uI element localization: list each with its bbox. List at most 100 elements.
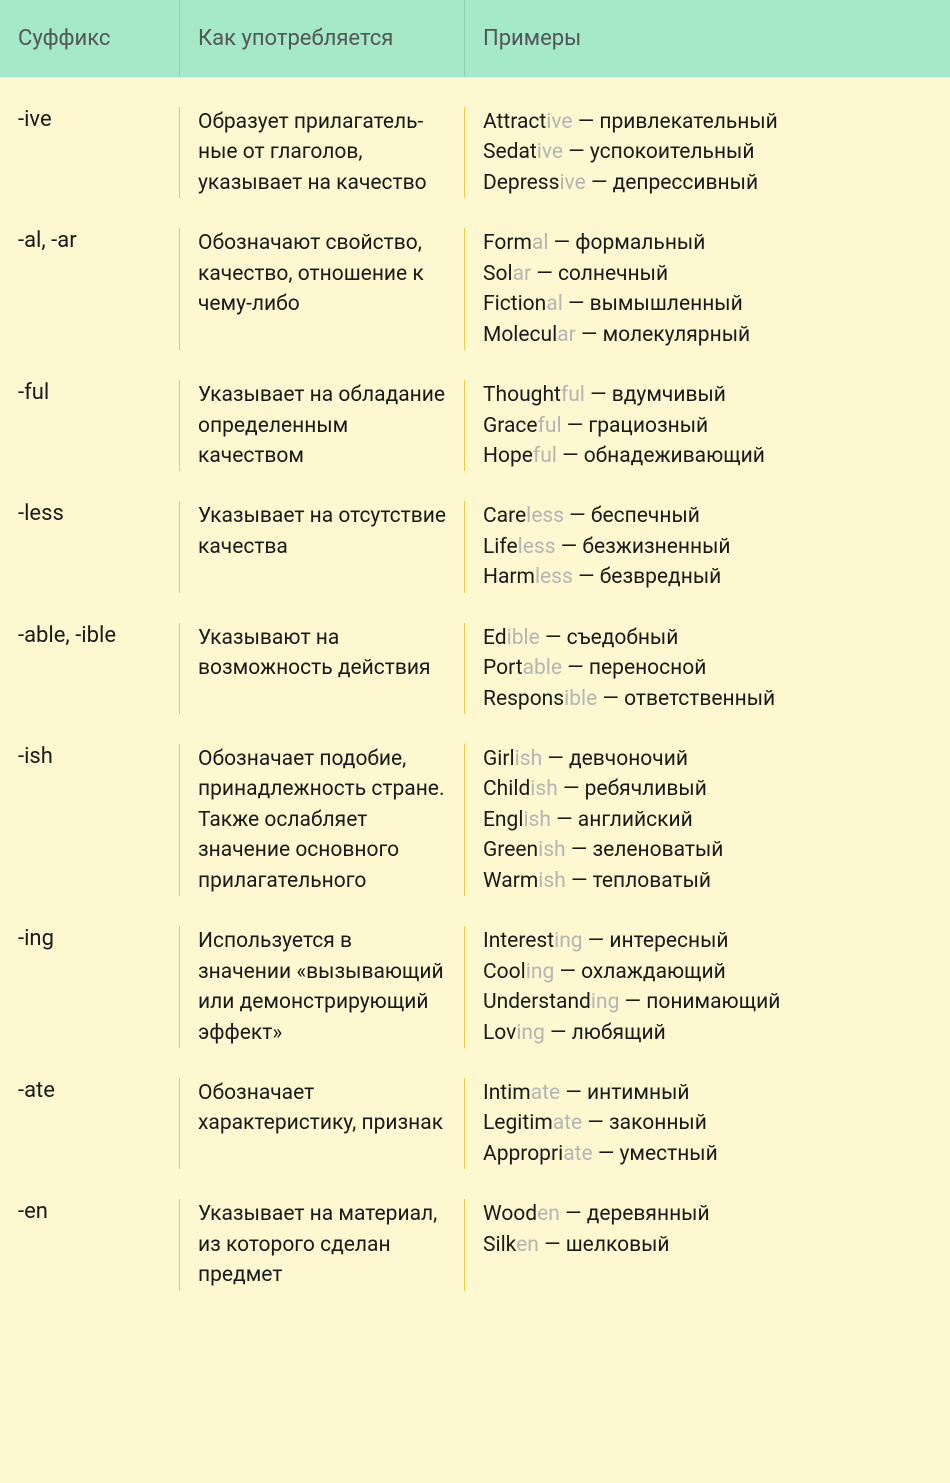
example-translation: грациозный (588, 414, 708, 438)
example-stem: Harm (483, 565, 535, 589)
usage-cell: Используется в значении «вызывающий или … (180, 926, 465, 1048)
example-suffix-highlight: ish (515, 747, 543, 771)
example-translation: интересный (609, 929, 728, 953)
examples-cell: Interesting — интересныйCooling — охлажд… (465, 926, 950, 1048)
example-line: Understanding — понимающий (483, 987, 932, 1017)
example-suffix-highlight: ive (559, 171, 585, 195)
example-line: Attractive — привлекательный (483, 107, 932, 137)
example-translation: уместный (619, 1142, 717, 1166)
em-dash-separator: — (554, 960, 581, 984)
examples-list: Thoughtful — вдумчивыйGraceful — грациоз… (483, 380, 932, 471)
example-line: Silken — шелковый (483, 1230, 932, 1260)
examples-cell: Edible — съедобныйPortable — переноснойR… (465, 623, 950, 714)
example-suffix-highlight: al (532, 231, 549, 255)
example-suffix-highlight: en (537, 1202, 560, 1226)
example-stem: Green (483, 838, 538, 862)
example-stem: Girl (483, 747, 515, 771)
example-suffix-highlight: ive (537, 140, 563, 164)
example-line: Greenish — зеленоватый (483, 835, 932, 865)
example-stem: Care (483, 504, 526, 528)
suffix-cell: -ish (0, 744, 180, 896)
usage-text: Используется в значении «вызывающий или … (198, 926, 446, 1048)
suffix-cell: -less (0, 501, 180, 592)
example-translation: переносной (589, 656, 706, 680)
suffix-text: -en (18, 1199, 161, 1224)
examples-list: Girlish — девчоночийChildish — ребячливы… (483, 744, 932, 896)
example-translation: молекулярный (603, 323, 751, 347)
suffix-cell: -ive (0, 107, 180, 198)
example-stem: Appropri (483, 1142, 563, 1166)
usage-cell: Обозначает характеристику, признак (180, 1078, 465, 1169)
example-stem: Form (483, 231, 532, 255)
em-dash-separator: — (563, 292, 590, 316)
example-translation: депрессивный (613, 171, 759, 195)
example-suffix-highlight: ar (557, 323, 576, 347)
usage-text: Обозначают свойство, качество, отношение… (198, 228, 446, 319)
usage-cell: Указывает на материал, из которого сдела… (180, 1199, 465, 1290)
example-suffix-highlight: ate (531, 1081, 560, 1105)
em-dash-separator: — (539, 1233, 566, 1257)
em-dash-separator: — (619, 990, 646, 1014)
em-dash-separator: — (564, 504, 591, 528)
header-usage: Как употребляется (180, 0, 465, 77)
example-stem: Thought (483, 383, 561, 407)
suffix-cell: -ate (0, 1078, 180, 1169)
example-stem: Attract (483, 110, 546, 134)
example-translation: ответственный (624, 687, 775, 711)
example-stem: Warm (483, 869, 538, 893)
example-line: Warmish — тепловатый (483, 866, 932, 896)
example-line: Appropriate — уместный (483, 1139, 932, 1169)
usage-cell: Образует прилагатель- ные от глаголов, у… (180, 107, 465, 198)
example-translation: девчоночий (569, 747, 688, 771)
example-translation: шелковый (566, 1233, 670, 1257)
examples-list: Intimate — интимныйLegitimate — законный… (483, 1078, 932, 1169)
example-line: Loving — любящий (483, 1018, 932, 1048)
em-dash-separator: — (593, 1142, 620, 1166)
example-suffix-highlight: ible (564, 687, 597, 711)
em-dash-separator: — (583, 929, 610, 953)
example-line: Fictional — вымышленный (483, 289, 932, 319)
em-dash-separator: — (560, 1202, 587, 1226)
suffix-cell: -ful (0, 380, 180, 471)
example-stem: Life (483, 535, 518, 559)
example-suffix-highlight: ing (591, 990, 620, 1014)
example-translation: успокоительный (590, 140, 755, 164)
examples-cell: Attractive — привлекательныйSedative — у… (465, 107, 950, 198)
usage-text: Образует прилагатель- ные от глаголов, у… (198, 107, 446, 198)
example-translation: тепловатый (593, 869, 711, 893)
suffix-text: -ish (18, 744, 161, 769)
example-line: English — английский (483, 805, 932, 835)
suffix-cell: -able, -ible (0, 623, 180, 714)
example-line: Wooden — деревянный (483, 1199, 932, 1229)
em-dash-separator: — (586, 171, 613, 195)
example-stem: Wood (483, 1202, 537, 1226)
example-line: Childish — ребячливый (483, 774, 932, 804)
example-stem: Silk (483, 1233, 516, 1257)
em-dash-separator: — (560, 1081, 587, 1105)
example-stem: Child (483, 777, 530, 801)
suffix-cell: -ing (0, 926, 180, 1048)
header-examples: Примеры (465, 0, 950, 77)
example-suffix-highlight: ish (538, 838, 566, 862)
em-dash-separator: — (585, 383, 612, 407)
example-suffix-highlight: ish (530, 777, 558, 801)
usage-text: Указывают на возможность действия (198, 623, 446, 684)
example-stem: Legitim (483, 1111, 553, 1135)
example-translation: понимающий (646, 990, 780, 1014)
example-suffix-highlight: al (546, 292, 563, 316)
example-line: Graceful — грациозный (483, 411, 932, 441)
example-suffix-highlight: ing (554, 929, 583, 953)
example-suffix-highlight: ible (507, 626, 540, 650)
suffix-text: -ate (18, 1078, 161, 1103)
example-suffix-highlight: ar (513, 262, 532, 286)
example-suffix-highlight: ish (538, 869, 566, 893)
example-stem: Port (483, 656, 523, 680)
suffix-text: -less (18, 501, 161, 526)
suffix-text: -able, -ible (18, 623, 161, 648)
example-translation: безвредный (600, 565, 722, 589)
example-translation: солнечный (558, 262, 668, 286)
example-stem: Ed (483, 626, 507, 650)
example-stem: Intim (483, 1081, 531, 1105)
table-row: -ishОбозначает подобие, принадлежность с… (0, 714, 950, 896)
example-translation: деревянный (587, 1202, 710, 1226)
